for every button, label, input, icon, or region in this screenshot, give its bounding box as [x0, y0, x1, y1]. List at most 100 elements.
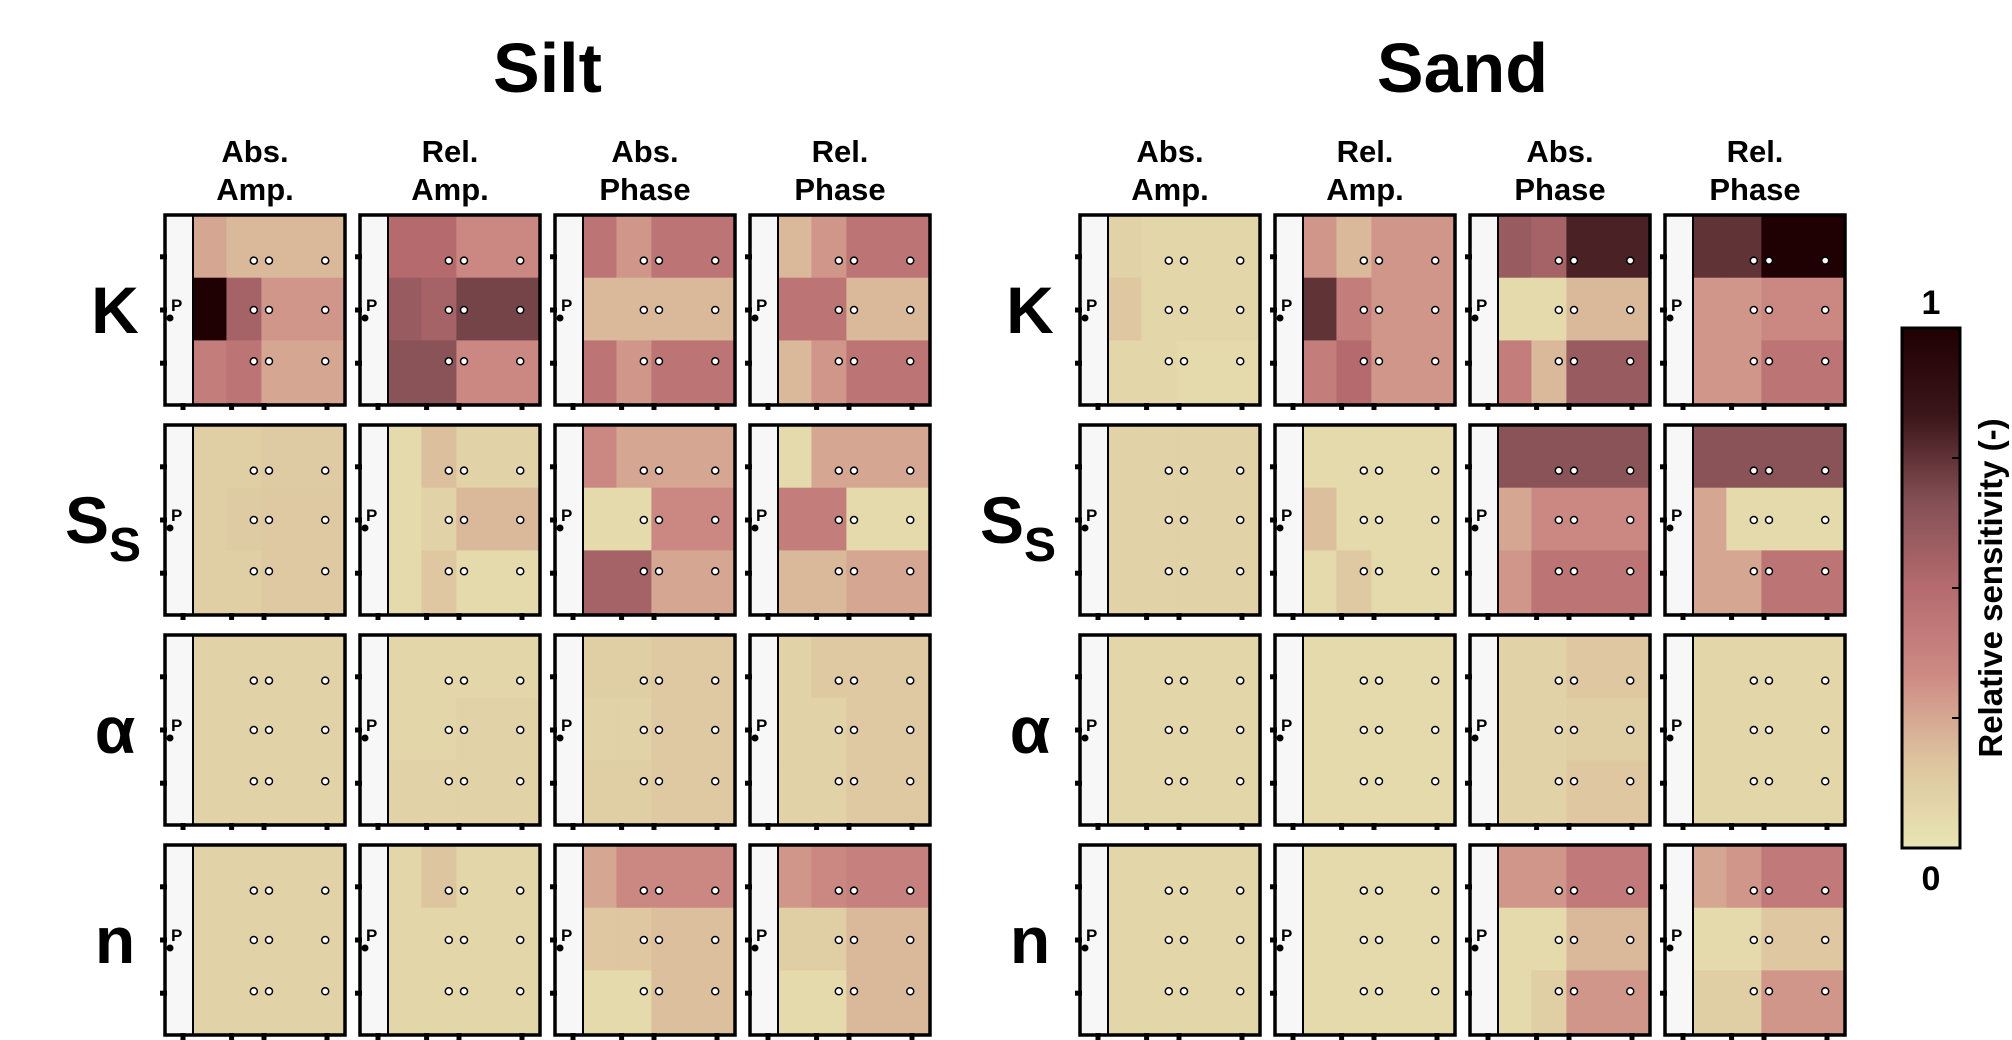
- observation-point: [710, 515, 720, 525]
- heatmap-cell: [1141, 340, 1177, 406]
- axis-tick: [180, 1033, 186, 1040]
- axis-tick: [1239, 823, 1245, 830]
- heatmap-panel: P: [550, 843, 737, 1040]
- observation-point: [1569, 567, 1579, 576]
- observation-point: [1164, 357, 1174, 366]
- observation-point: [1554, 987, 1564, 996]
- heatmap-cell: [846, 907, 931, 971]
- pumping-well-marker: [1666, 524, 1674, 532]
- observation-point: [1374, 777, 1384, 786]
- pumping-well-marker: [556, 944, 564, 952]
- heatmap-cell: [1176, 277, 1261, 341]
- heatmap-panel: P: [1075, 633, 1262, 830]
- heatmap-panel: P: [1270, 423, 1457, 620]
- pumping-well-marker: [1081, 524, 1089, 532]
- axis-tick: [570, 613, 576, 620]
- heatmap-cell: [1176, 760, 1261, 826]
- axis-tick: [745, 990, 752, 996]
- heatmap-cell: [846, 425, 931, 489]
- observation-point: [639, 357, 649, 366]
- pumping-well-marker: [1276, 944, 1284, 952]
- column-header-line1: Abs.: [221, 134, 288, 169]
- heatmap-cell: [456, 907, 541, 971]
- row-label: α: [1010, 693, 1051, 767]
- pumping-well-marker: [1471, 734, 1479, 742]
- observation-point: [249, 987, 259, 996]
- observation-point: [1554, 777, 1564, 786]
- pumping-well-marker: [1081, 314, 1089, 322]
- heatmap-cell: [193, 760, 227, 826]
- heatmap-cell: [261, 487, 346, 551]
- heatmap-panel: P: [1465, 213, 1652, 410]
- axis-tick: [814, 403, 820, 410]
- axis-tick: [651, 1033, 657, 1040]
- axis-tick: [1434, 403, 1440, 410]
- heatmap-cell: [1498, 697, 1532, 761]
- heatmap-cell: [616, 550, 652, 616]
- axis-tick: [160, 307, 167, 313]
- axis-tick: [814, 823, 820, 830]
- heatmap-cell: [261, 425, 346, 489]
- heatmap-cell: [583, 970, 617, 1036]
- observation-point: [1569, 515, 1579, 525]
- heatmap-cell: [1371, 215, 1456, 279]
- observation-point: [639, 987, 649, 996]
- pumping-label: P: [756, 296, 767, 315]
- observation-point: [249, 357, 259, 366]
- heatmap-cell: [1498, 635, 1532, 699]
- observation-point: [459, 987, 469, 996]
- observation-point: [1625, 935, 1635, 945]
- observation-point: [1625, 305, 1635, 315]
- axis-tick: [619, 613, 625, 620]
- heatmap-cell: [456, 550, 541, 616]
- pumping-well-marker: [166, 524, 174, 532]
- axis-tick: [1465, 884, 1472, 890]
- observation-point: [1374, 515, 1384, 525]
- observation-point: [1164, 987, 1174, 996]
- heatmap-cell: [1693, 907, 1727, 971]
- axis-tick: [1075, 674, 1082, 680]
- heatmap-cell: [846, 697, 931, 761]
- pumping-label: P: [1671, 716, 1682, 735]
- axis-tick: [1270, 780, 1277, 786]
- observation-point: [1625, 987, 1635, 996]
- heatmap-cell: [583, 635, 617, 699]
- observation-point: [849, 515, 859, 525]
- heatmap-cell: [421, 760, 457, 826]
- heatmap-cell: [1761, 340, 1846, 406]
- borehole-strip: [1470, 215, 1498, 405]
- heatmap-cell: [421, 635, 457, 699]
- axis-tick: [1761, 403, 1767, 410]
- axis-tick: [550, 674, 557, 680]
- axis-tick: [550, 937, 557, 943]
- heatmap-cell: [1336, 550, 1372, 616]
- axis-tick: [1534, 403, 1540, 410]
- observation-point: [654, 886, 664, 895]
- axis-tick: [745, 517, 752, 523]
- axis-tick: [160, 570, 167, 576]
- axis-tick: [1566, 1033, 1572, 1040]
- heatmap-cell: [261, 550, 346, 616]
- axis-tick: [846, 1033, 852, 1040]
- observation-point: [654, 305, 664, 315]
- observation-point: [639, 256, 649, 265]
- axis-tick: [1660, 727, 1667, 733]
- observation-point: [1430, 256, 1440, 265]
- axis-tick: [714, 823, 720, 830]
- observation-point: [1374, 676, 1384, 685]
- observation-point: [1235, 886, 1245, 895]
- heatmap-panel: P: [1075, 213, 1262, 410]
- axis-tick: [1371, 403, 1377, 410]
- axis-tick: [519, 403, 525, 410]
- heatmap-cell: [1566, 697, 1651, 761]
- axis-tick: [1660, 254, 1667, 260]
- observation-point: [849, 466, 859, 475]
- observation-point: [710, 357, 720, 366]
- axis-tick: [1095, 823, 1101, 830]
- heatmap-cell: [193, 425, 227, 489]
- axis-tick: [745, 570, 752, 576]
- heatmap-cell: [651, 487, 736, 551]
- heatmap-cell: [193, 487, 227, 551]
- axis-tick: [1176, 403, 1182, 410]
- heatmap-cell: [1693, 425, 1727, 489]
